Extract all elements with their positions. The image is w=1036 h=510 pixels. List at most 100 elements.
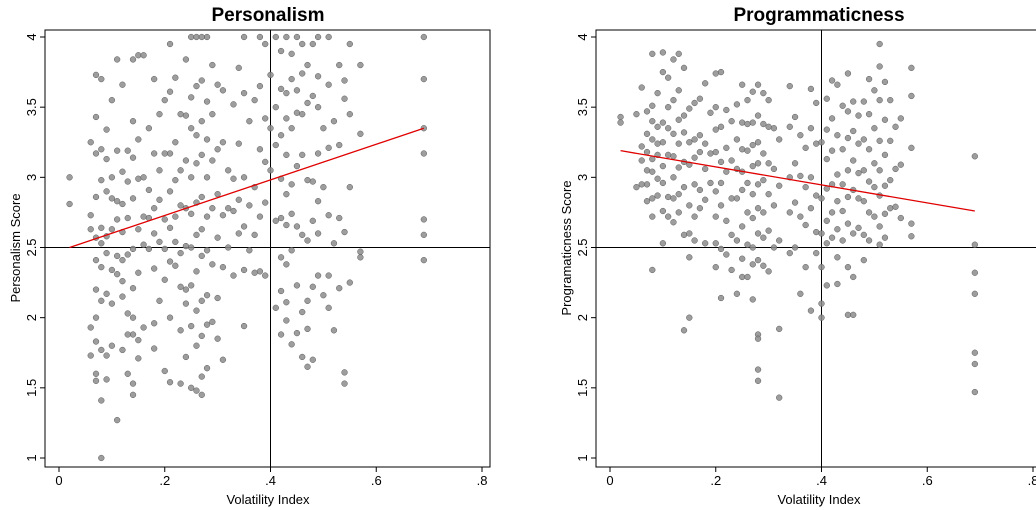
data-point <box>214 335 221 342</box>
data-point <box>696 205 704 212</box>
data-point <box>881 234 889 241</box>
data-point <box>754 335 762 342</box>
data-point <box>135 226 142 233</box>
x-tick-label: .4 <box>816 473 827 488</box>
data-point <box>818 230 825 237</box>
data-point <box>813 140 820 147</box>
data-point <box>850 98 857 105</box>
data-point <box>119 256 126 264</box>
data-point <box>728 195 735 202</box>
data-point <box>188 244 195 251</box>
data-point <box>193 160 200 167</box>
data-point <box>299 151 306 159</box>
data-point <box>203 136 211 143</box>
data-point <box>876 40 883 48</box>
data-point <box>702 165 709 173</box>
data-point <box>844 220 852 227</box>
data-point <box>807 174 815 181</box>
data-point <box>209 261 216 268</box>
data-point <box>346 111 353 118</box>
data-point <box>129 245 137 253</box>
data-point <box>850 273 857 281</box>
data-point <box>140 174 147 181</box>
data-point <box>188 125 195 132</box>
data-point <box>283 299 290 306</box>
data-point <box>871 213 878 220</box>
data-point <box>145 125 153 132</box>
data-point <box>283 89 290 97</box>
data-point <box>277 287 285 295</box>
y-tick-label: 4 <box>575 33 590 40</box>
data-point <box>754 205 762 212</box>
y-tick-label: 1 <box>575 454 590 461</box>
data-point <box>336 214 343 222</box>
data-point <box>156 167 163 174</box>
data-point <box>839 146 846 153</box>
data-point <box>744 147 751 154</box>
data-point <box>320 125 327 132</box>
data-point <box>776 237 783 244</box>
data-point <box>860 231 867 239</box>
data-point <box>346 40 353 48</box>
data-point <box>680 184 688 191</box>
data-point <box>791 160 799 167</box>
data-point <box>839 237 846 244</box>
data-point <box>188 384 195 391</box>
data-point <box>749 119 756 126</box>
data-point <box>214 146 221 153</box>
data-point <box>749 261 756 268</box>
data-point <box>283 151 290 159</box>
data-point <box>288 75 295 83</box>
data-point <box>309 178 316 185</box>
data-point <box>420 256 427 264</box>
data-point <box>124 251 131 258</box>
data-point <box>828 77 836 84</box>
data-point <box>971 269 978 276</box>
data-point <box>776 182 783 189</box>
data-point <box>219 212 227 219</box>
data-point <box>256 213 264 220</box>
y-tick-label: 4 <box>24 33 39 40</box>
y-tick-label: 2.5 <box>24 238 39 256</box>
data-point <box>834 132 841 139</box>
data-point <box>283 317 290 324</box>
data-point <box>193 307 200 314</box>
data-point <box>802 263 809 271</box>
data-point <box>293 33 301 41</box>
data-point <box>686 139 693 146</box>
data-point <box>665 151 672 159</box>
data-point <box>129 314 137 321</box>
data-point <box>161 276 168 283</box>
data-point <box>696 186 704 194</box>
data-point <box>166 379 174 386</box>
data-point <box>770 165 778 173</box>
data-point <box>203 292 211 299</box>
plot-frame <box>595 29 1036 468</box>
data-point <box>92 71 100 79</box>
data-point <box>881 116 889 123</box>
data-point <box>834 254 841 261</box>
data-point <box>235 140 242 147</box>
data-point <box>754 112 762 119</box>
data-point <box>744 179 751 187</box>
data-point <box>770 202 778 209</box>
data-point <box>314 230 322 237</box>
data-point <box>696 95 704 102</box>
data-point <box>807 85 815 93</box>
data-point <box>119 293 126 300</box>
data-point <box>135 175 142 182</box>
data-point <box>357 61 364 69</box>
data-point <box>103 352 110 359</box>
data-point <box>670 219 677 226</box>
data-point <box>98 240 105 247</box>
data-point <box>649 50 656 57</box>
data-point <box>728 231 735 239</box>
data-point <box>203 247 211 254</box>
data-point <box>638 143 645 150</box>
data-point <box>293 162 301 170</box>
data-point <box>643 167 651 174</box>
data-point <box>309 217 316 224</box>
data-point <box>277 132 285 139</box>
data-point <box>420 33 427 41</box>
data-point <box>124 331 131 338</box>
